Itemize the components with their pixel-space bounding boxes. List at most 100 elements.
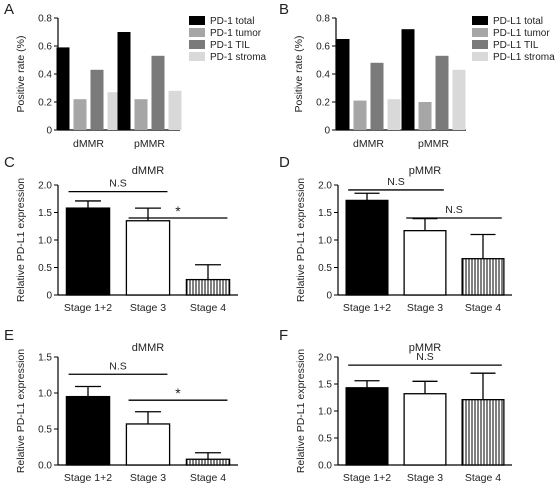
panel-e-x-label: Stage 3 <box>130 472 166 484</box>
panel-b-bar-pd-l1-til-dmmr <box>370 62 384 130</box>
panel-d-x-label: Stage 4 <box>465 302 501 314</box>
panel-b-bar-pd-l1-total-dmmr <box>336 39 350 130</box>
panel-b-bar-pd-l1-til-pmmr <box>435 55 449 130</box>
panel-f-bar-stage-1-2 <box>345 387 389 466</box>
panel-e-title: dMMR <box>132 342 164 354</box>
panel-e-bar-stage-3 <box>125 423 171 466</box>
panel-e-sig-label: * <box>175 385 181 401</box>
panel-a-legend-swatch <box>189 16 205 25</box>
panel-a-bar-pd-1-tumor-pmmr <box>134 99 148 130</box>
panel-a-x-label: dMMR <box>73 138 104 150</box>
panel-a-y-tick-label: 0.8 <box>38 14 52 25</box>
panel-e-x-label: Stage 4 <box>190 472 226 484</box>
panel-b-legend-label: PD-L1 TIL <box>493 40 539 51</box>
panel-f-bar-stage-4 <box>461 399 505 466</box>
panel-d-y-tick-label: 2.0 <box>318 181 332 192</box>
panel-a-y-tick-label: 0.4 <box>38 70 52 81</box>
panel-c-sig-label: * <box>175 203 181 219</box>
panel-f-title: pMMR <box>409 342 441 354</box>
panel-a-legend-swatch <box>189 52 205 61</box>
panel-a-bar-pd-1-total-pmmr <box>117 32 131 130</box>
panel-b-x-label: dMMR <box>353 138 384 150</box>
panel-e-ylabel: Relative PD-L1 expression <box>15 349 27 473</box>
panel-b-legend-label: PD-L1 total <box>493 16 543 27</box>
panel-b-bar-pd-l1-tumor-dmmr <box>353 100 367 130</box>
panel-b-bar-pd-l1-stroma-pmmr <box>452 69 466 130</box>
panel-e-bar-stage-4 <box>185 458 231 466</box>
panel-b-legend-swatch <box>472 40 488 49</box>
panel-c-y-tick-label: 2.0 <box>38 181 52 192</box>
panel-a-bar-pd-1-stroma-pmmr <box>168 90 182 130</box>
panel-d-x-label: Stage 3 <box>407 302 443 314</box>
panel-d-bar-stage-4 <box>461 258 505 296</box>
panel-f-sig-label: N.S <box>416 351 434 363</box>
panel-b-bar-pd-l1-stroma-dmmr <box>387 99 401 130</box>
panel-c-bar-stage-4 <box>185 278 231 296</box>
panel-b-y-tick-label: 0.4 <box>316 70 330 81</box>
panel-a-bar-pd-1-til-pmmr <box>151 55 165 130</box>
panel-d-bar-stage-3 <box>403 229 447 296</box>
panel-a-legend-swatch <box>189 28 205 37</box>
panel-e-letter: E <box>4 327 14 344</box>
panel-e-y-tick-label: 1.0 <box>38 389 52 400</box>
panel-e-bar-stage-1-2 <box>65 395 111 466</box>
panel-f-y-tick-label: 0.5 <box>318 434 332 445</box>
panel-a-bar-pd-1-total-dmmr <box>56 47 70 130</box>
panel-a-y-tick-label: 0.2 <box>38 98 52 109</box>
panel-c-bar-stage-1-2 <box>65 207 111 296</box>
panel-a-y-tick-label: 0.6 <box>38 42 52 53</box>
panel-c-sig-label: N.S <box>109 178 127 190</box>
panel-b-y-tick-label: 0 <box>324 126 330 137</box>
panel-a-legend-label: PD-1 total <box>210 16 254 27</box>
panel-f-x-label: Stage 4 <box>465 472 501 484</box>
panel-b-legend-swatch <box>472 52 488 61</box>
panel-a-y-tick-label: 0 <box>46 126 52 137</box>
panel-b-ylabel: Positive rate (%) <box>293 35 305 112</box>
panel-b-legend-label: PD-L1 stroma <box>493 52 555 63</box>
panel-c-ylabel: Relative PD-L1 expression <box>15 178 27 302</box>
panel-f-y-tick-label: 2.0 <box>318 353 332 364</box>
panel-d-ylabel: Relative PD-L1 expression <box>295 178 307 302</box>
panel-f-x-label: Stage 1+2 <box>343 472 391 484</box>
panel-a-bar-pd-1-til-dmmr <box>90 69 104 130</box>
panel-f-y-tick-label: 1.0 <box>318 407 332 418</box>
panel-a-legend-swatch <box>189 40 205 49</box>
panel-d-y-tick-label: 1.5 <box>318 208 332 219</box>
panel-c-title: dMMR <box>132 165 164 177</box>
panel-e-x-label: Stage 1+2 <box>64 472 112 484</box>
panel-d-sig-label: N.S <box>387 176 405 188</box>
panel-e-y-tick-label: 0.5 <box>38 425 52 436</box>
panel-a-bar-pd-1-stroma-dmmr <box>107 92 121 130</box>
panel-c-y-tick-label: 0 <box>46 291 52 302</box>
panel-c-x-label: Stage 4 <box>190 302 226 314</box>
panel-b-bar-pd-l1-tumor-pmmr <box>418 102 432 130</box>
panel-b-y-tick-label: 0.6 <box>316 42 330 53</box>
panel-b-legend-label: PD-L1 tumor <box>493 28 550 39</box>
panel-d-letter: D <box>279 154 290 171</box>
panel-f-ylabel: Relative PD-L1 expression <box>295 349 307 473</box>
panel-d-y-tick-label: 1.0 <box>318 236 332 247</box>
panel-b-y-tick-label: 0.8 <box>316 14 330 25</box>
panel-b-x-label: pMMR <box>418 138 449 150</box>
panel-a-ylabel: Positive rate (%) <box>15 35 27 112</box>
panel-e-y-tick-label: 1.5 <box>38 353 52 364</box>
panel-f-bar-stage-3 <box>403 393 447 466</box>
panel-b-bar-pd-l1-total-pmmr <box>401 29 415 131</box>
panel-d-y-tick-label: 0.5 <box>318 263 332 274</box>
panel-d-sig-label: N.S <box>445 204 463 216</box>
panel-e-sig-label: N.S <box>109 360 127 372</box>
panel-d-x-label: Stage 1+2 <box>343 302 391 314</box>
panel-f-letter: F <box>279 327 288 344</box>
panel-c-x-label: Stage 1+2 <box>64 302 112 314</box>
panel-c-y-tick-label: 1.5 <box>38 208 52 219</box>
panel-a-bar-pd-1-tumor-dmmr <box>73 99 87 130</box>
panel-a-legend-label: PD-1 TIL <box>210 40 250 51</box>
panel-f-y-tick-label: 1.5 <box>318 380 332 391</box>
panel-d-bar-stage-1-2 <box>345 199 389 296</box>
panel-d-y-tick-label: 0 <box>326 291 332 302</box>
panel-f-x-label: Stage 3 <box>407 472 443 484</box>
panel-c-letter: C <box>4 154 15 171</box>
panel-a-legend-label: PD-1 tumor <box>210 28 262 39</box>
panel-f-y-tick-label: 0.0 <box>318 461 332 472</box>
